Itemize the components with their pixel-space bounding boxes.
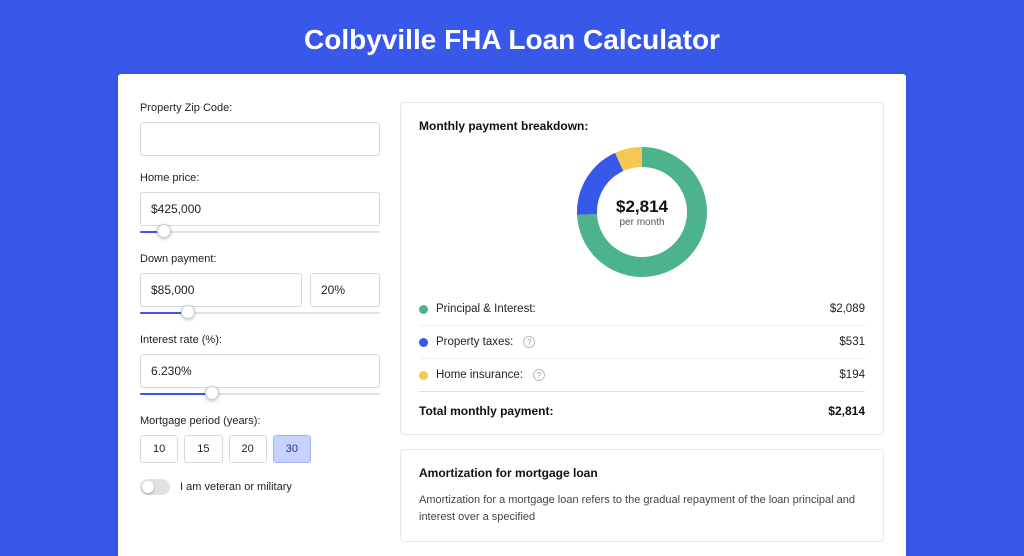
down-payment-amount-input[interactable]	[140, 273, 302, 307]
period-option-20[interactable]: 20	[229, 435, 267, 463]
legend: Principal & Interest: $2,089 Property taxe…	[419, 293, 865, 391]
mortgage-period-field: Mortgage period (years): 10152030	[140, 415, 380, 463]
mortgage-period-label: Mortgage period (years):	[140, 415, 380, 427]
zip-input[interactable]	[140, 122, 380, 156]
legend-label: Principal & Interest:	[436, 303, 536, 315]
interest-rate-label: Interest rate (%):	[140, 334, 380, 346]
breakdown-title: Monthly payment breakdown:	[419, 119, 865, 133]
veteran-toggle[interactable]	[140, 479, 170, 495]
veteran-row: I am veteran or military	[140, 479, 380, 495]
amortization-text: Amortization for a mortgage loan refers …	[419, 492, 865, 525]
legend-dot	[419, 371, 428, 380]
home-price-label: Home price:	[140, 172, 380, 184]
donut-sub-label: per month	[619, 217, 664, 228]
down-payment-pct-input[interactable]	[310, 273, 380, 307]
down-payment-field: Down payment:	[140, 253, 380, 318]
amortization-panel: Amortization for mortgage loan Amortizat…	[400, 449, 884, 542]
total-row: Total monthly payment: $2,814	[419, 391, 865, 418]
legend-value: $531	[839, 336, 865, 348]
total-value: $2,814	[828, 404, 865, 418]
slider-thumb[interactable]	[205, 386, 219, 400]
info-icon[interactable]: ?	[523, 336, 535, 348]
veteran-label: I am veteran or military	[180, 481, 292, 493]
legend-value: $2,089	[830, 303, 865, 315]
legend-value: $194	[839, 369, 865, 381]
info-icon[interactable]: ?	[533, 369, 545, 381]
legend-label: Property taxes:	[436, 336, 513, 348]
zip-field: Property Zip Code:	[140, 102, 380, 156]
down-payment-slider[interactable]	[140, 310, 380, 318]
legend-row: Home insurance:? $194	[419, 358, 865, 391]
amortization-title: Amortization for mortgage loan	[419, 466, 865, 480]
breakdown-column: Monthly payment breakdown: $2,814 per mo…	[400, 102, 884, 556]
legend-dot	[419, 305, 428, 314]
legend-row: Property taxes:? $531	[419, 325, 865, 358]
mortgage-period-group: 10152030	[140, 435, 380, 463]
home-price-input[interactable]	[140, 192, 380, 226]
interest-rate-input[interactable]	[140, 354, 380, 388]
interest-rate-field: Interest rate (%):	[140, 334, 380, 399]
legend-row: Principal & Interest: $2,089	[419, 293, 865, 325]
calculator-card: Property Zip Code: Home price: Down paym…	[118, 74, 906, 556]
zip-label: Property Zip Code:	[140, 102, 380, 114]
slider-thumb[interactable]	[157, 224, 171, 238]
donut-amount: $2,814	[616, 197, 668, 217]
down-payment-label: Down payment:	[140, 253, 380, 265]
period-option-15[interactable]: 15	[184, 435, 222, 463]
breakdown-panel: Monthly payment breakdown: $2,814 per mo…	[400, 102, 884, 435]
page-title: Colbyville FHA Loan Calculator	[0, 0, 1024, 74]
home-price-slider[interactable]	[140, 229, 380, 237]
donut-chart: $2,814 per month	[419, 147, 865, 277]
form-column: Property Zip Code: Home price: Down paym…	[140, 102, 380, 556]
slider-thumb[interactable]	[181, 305, 195, 319]
legend-dot	[419, 338, 428, 347]
total-label: Total monthly payment:	[419, 404, 553, 418]
legend-label: Home insurance:	[436, 369, 523, 381]
home-price-field: Home price:	[140, 172, 380, 237]
period-option-30[interactable]: 30	[273, 435, 311, 463]
period-option-10[interactable]: 10	[140, 435, 178, 463]
interest-rate-slider[interactable]	[140, 391, 380, 399]
